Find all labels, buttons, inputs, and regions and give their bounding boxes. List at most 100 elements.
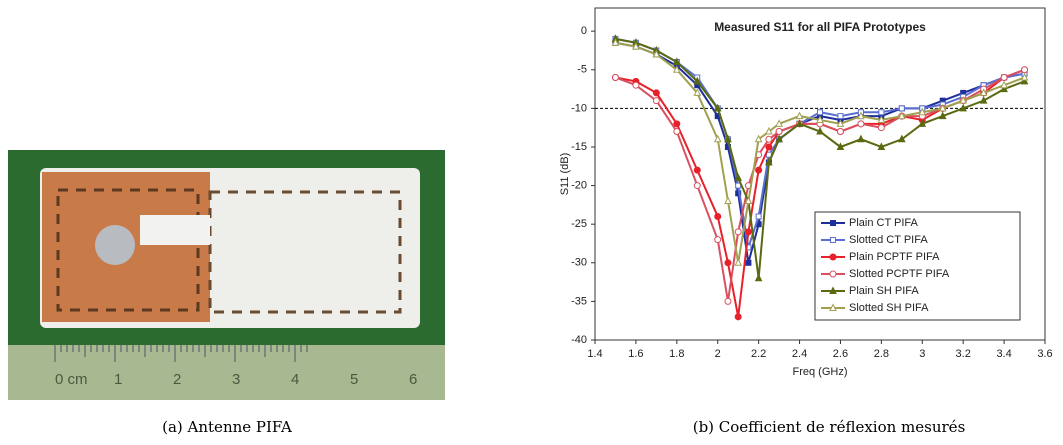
y-tick-label: -5	[577, 64, 587, 76]
marker	[898, 111, 906, 120]
marker	[1020, 76, 1029, 85]
x-tick-label: 1.8	[669, 348, 684, 360]
x-tick-label: 2.6	[833, 348, 848, 360]
marker	[830, 237, 836, 243]
marker	[775, 119, 783, 127]
marker	[632, 81, 640, 89]
y-axis-label: S11 (dB)	[559, 153, 571, 196]
legend-label: Plain CT PIFA	[849, 217, 919, 229]
marker	[877, 115, 886, 123]
y-tick-label: 0	[581, 25, 587, 37]
marker	[713, 134, 722, 143]
marker	[829, 303, 837, 311]
x-tick-label: 1.6	[628, 348, 643, 360]
marker	[775, 128, 783, 136]
marker	[829, 270, 837, 278]
legend-label: Plain PCPTF PIFA	[849, 251, 940, 263]
ruler-label: 0 cm	[55, 371, 88, 388]
plot-frame	[594, 7, 1046, 341]
marker	[744, 196, 753, 205]
ruler-ticks: 0 cm 1 2 3 4 5 6	[54, 345, 417, 388]
legend-box	[814, 211, 1021, 321]
legend-label: Plain SH PIFA	[849, 285, 919, 297]
x-tick-label: 3	[919, 348, 925, 360]
legend-label: Slotted SH PIFA	[849, 302, 929, 314]
stitching	[56, 188, 200, 312]
marker	[765, 157, 773, 166]
marker	[878, 109, 885, 116]
marker	[1000, 80, 1008, 89]
y-tick-label: -20	[571, 179, 587, 191]
stitching	[208, 190, 402, 314]
marker	[632, 41, 640, 50]
marker	[652, 49, 661, 58]
x-tick-label: 1.4	[587, 348, 602, 360]
ruler-label: 4	[291, 371, 299, 388]
marker	[673, 57, 681, 66]
marker	[714, 236, 722, 244]
ruler-label: 2	[173, 371, 181, 388]
marker	[877, 142, 886, 150]
ruler	[8, 345, 445, 400]
marker	[836, 128, 844, 136]
marker	[734, 228, 742, 236]
y-tick-label: -35	[571, 295, 587, 307]
marker	[1000, 73, 1008, 81]
marker	[765, 126, 773, 135]
x-tick-label: 2.4	[792, 348, 807, 360]
marker	[765, 135, 773, 143]
marker	[1000, 84, 1008, 93]
marker	[724, 196, 732, 205]
x-tick-label: 3.4	[996, 348, 1011, 360]
marker	[1020, 72, 1029, 81]
marker	[724, 259, 732, 267]
marker	[898, 105, 905, 112]
y-tick-label: -15	[571, 141, 587, 153]
chart-title: Measured S11 for all PIFA Prototypes	[714, 20, 926, 34]
marker	[611, 73, 619, 81]
antenna-photo: 0 cm 1 2 3 4 5 6	[8, 150, 445, 400]
connector	[95, 225, 135, 265]
marker	[918, 119, 927, 127]
marker	[714, 212, 722, 220]
x-tick-label: 2.2	[751, 348, 766, 360]
marker	[857, 111, 865, 120]
marker	[673, 128, 681, 136]
marker	[754, 134, 763, 143]
marker	[830, 220, 836, 226]
chart: Measured S11 for all PIFA Prototypes Fre…	[559, 7, 1053, 378]
marker	[693, 166, 701, 174]
caption: (b) Coefficient de réflexion mesurés	[693, 418, 966, 436]
y-tick-label: -30	[571, 257, 587, 269]
marker	[938, 111, 947, 120]
marker	[745, 259, 752, 266]
x-tick-label: 2.8	[874, 348, 889, 360]
marker	[1021, 66, 1029, 74]
y-tick-label: -40	[571, 334, 587, 346]
marker	[857, 134, 865, 143]
marker	[816, 115, 824, 123]
series-line	[615, 41, 1025, 263]
marker	[795, 119, 804, 127]
caption: (a) Antenne PIFA	[162, 418, 292, 436]
marker	[938, 103, 947, 112]
marker	[979, 96, 988, 104]
ruler-label: 3	[232, 371, 240, 388]
marker	[959, 96, 967, 104]
marker	[724, 134, 732, 143]
marker	[734, 258, 742, 266]
marker	[734, 313, 742, 321]
marker	[816, 126, 824, 135]
marker	[829, 253, 837, 261]
x-tick-label: 2	[715, 348, 721, 360]
marker	[795, 111, 804, 120]
marker	[775, 134, 783, 143]
ruler-label: 5	[350, 371, 358, 388]
marker	[755, 166, 763, 174]
marker	[979, 88, 988, 96]
marker	[652, 89, 660, 97]
marker	[857, 120, 865, 128]
ruler-label: 1	[114, 371, 122, 388]
y-tick-label: -10	[571, 102, 587, 114]
